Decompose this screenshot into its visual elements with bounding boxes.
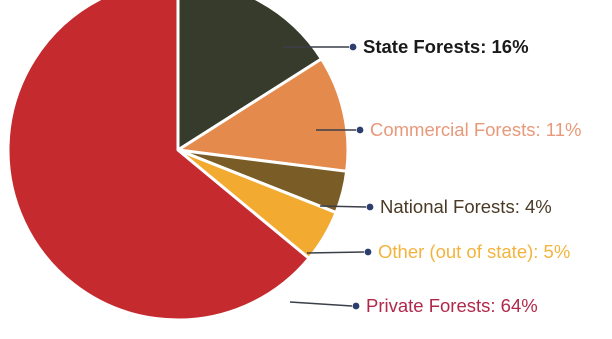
label-state-forests: State Forests: 16%: [363, 36, 529, 57]
label-commercial-forests: Commercial Forests: 11%: [370, 119, 581, 140]
slice-private-forests: [6, 0, 311, 322]
callout-leaders: [283, 43, 374, 310]
leader-dot: [356, 126, 364, 134]
leader-dot: [349, 43, 357, 51]
leader-line: [289, 301, 353, 307]
leader-dot: [366, 203, 374, 211]
label-other-out-of-state: Other (out of state): 5%: [378, 241, 570, 262]
leader-line: [306, 251, 365, 254]
callout-labels: State Forests: 16% Commercial Forests: 11…: [363, 36, 581, 316]
leader-dot: [364, 248, 372, 256]
pie-slices: [6, 0, 350, 322]
leader-dot: [352, 302, 360, 310]
leader-line: [319, 205, 367, 208]
label-national-forests: National Forests: 4%: [380, 196, 552, 217]
slice-commercial-forests: [176, 57, 350, 173]
label-private-forests: Private Forests: 64%: [366, 295, 538, 316]
